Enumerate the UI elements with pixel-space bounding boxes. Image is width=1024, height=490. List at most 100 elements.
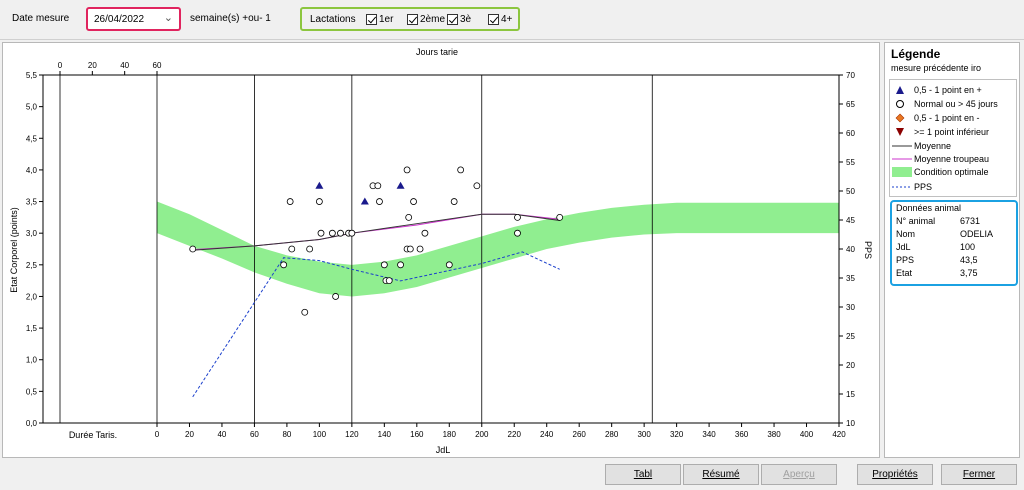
y-tick-label: 2,5 [26, 261, 38, 270]
filter-toolbar: Date mesure 26/04/2022 ⌄ semaine(s) +ou-… [0, 0, 1024, 40]
resume-button[interactable]: Résumé [683, 464, 759, 485]
y-tick-label: 4,0 [26, 166, 38, 175]
normal-point [410, 198, 417, 205]
weeks-label: semaine(s) +ou- 1 [190, 13, 271, 24]
normal-point [348, 229, 356, 237]
legend-subtitle: mesure précédente iro [891, 63, 982, 73]
lactations-label: Lactations [310, 14, 356, 25]
y2-tick-label: 25 [846, 332, 855, 341]
legend-item: 0,5 - 1 point en + [890, 84, 1016, 96]
y-tick-label: 5,5 [26, 71, 38, 80]
top-tick-label: 60 [153, 61, 162, 70]
lactation-2-checkbox[interactable] [407, 14, 418, 25]
x-tick-label: 120 [345, 430, 359, 439]
tabl-button[interactable]: Tabl [605, 464, 681, 485]
y-tick-label: 0,5 [26, 387, 38, 396]
date-label: Date mesure [12, 13, 70, 24]
y2-tick-label: 20 [846, 361, 855, 370]
normal-point [403, 166, 411, 174]
legend-item: Condition optimale [890, 166, 1016, 178]
y2-tick-label: 60 [846, 129, 855, 138]
normal-point [306, 245, 314, 253]
x-tick-label: 360 [735, 430, 749, 439]
x-tick-label: 160 [410, 430, 424, 439]
legend-title: Légende [891, 47, 941, 61]
legend-list: 0,5 - 1 point en + Normal ou > 45 jours … [889, 79, 1017, 197]
normal-point [315, 198, 323, 205]
legend-item: >= 1 point inférieur [890, 126, 1016, 138]
diamond-icon [895, 113, 905, 123]
x-tick-label: 320 [670, 430, 684, 439]
lactation-4-checkbox[interactable] [488, 14, 499, 25]
normal-point [301, 308, 309, 316]
lactation-3-checkbox[interactable] [447, 14, 458, 25]
chevron-down-icon[interactable]: ⌄ [163, 12, 173, 24]
y2-tick-label: 50 [846, 187, 855, 196]
proprietes-button[interactable]: Propriétés [857, 464, 933, 485]
x-tick-label: 380 [767, 430, 781, 439]
animal-data-title: Données animal [896, 203, 962, 213]
x-tick-label: 280 [605, 430, 619, 439]
y-axis-label: Etat Corporel (points) [9, 207, 19, 293]
y-tick-label: 5,0 [26, 103, 38, 112]
body-condition-chart: 0,0 0,5 1,0 1,5 2,0 2,5 3,0 3,5 4,0 4,5 5,0 5,5 10 15… [9, 47, 873, 455]
normal-point [328, 229, 336, 237]
dry-period-label: Durée Taris. [69, 430, 117, 440]
normal-point [450, 198, 458, 205]
circle-icon [896, 100, 904, 108]
x-tick-label: 340 [702, 430, 716, 439]
chart-panel: 0,0 0,5 1,0 1,5 2,0 2,5 3,0 3,5 4,0 4,5 5,0 5,5 10 15… [2, 42, 880, 458]
x-tick-label: 300 [637, 430, 651, 439]
y-tick-label: 2,0 [26, 292, 38, 301]
top-tick-label: 0 [58, 61, 63, 70]
lactation-1-checkbox[interactable] [366, 14, 377, 25]
normal-point [380, 261, 388, 269]
normal-point [397, 261, 404, 269]
dash-blue-icon [892, 186, 912, 188]
y2-tick-label: 30 [846, 303, 855, 312]
y-tick-label: 4,5 [26, 134, 38, 143]
top-tick-label: 20 [88, 61, 97, 70]
date-picker[interactable]: 26/04/2022 ⌄ [86, 7, 181, 31]
apercu-button[interactable]: Aperçu [761, 464, 837, 485]
normal-point [332, 293, 340, 300]
x-tick-label: 80 [282, 430, 291, 439]
normal-point [374, 182, 382, 190]
normal-point [317, 229, 325, 237]
y2-tick-label: 70 [846, 71, 855, 80]
lactation-2-label: 2ème [420, 14, 446, 25]
x-tick-label: 400 [800, 430, 814, 439]
triangle-up-point [315, 181, 324, 189]
x-tick-label: 200 [475, 430, 489, 439]
triangle-up-point [396, 181, 405, 189]
normal-point [286, 198, 294, 205]
x-tick-label: 140 [378, 430, 392, 439]
line-magenta-icon [892, 158, 912, 160]
legend-item: Normal ou > 45 jours [890, 98, 1016, 110]
x-tick-label: 180 [443, 430, 457, 439]
pps-line [192, 251, 560, 398]
y-tick-label: 0,0 [26, 419, 38, 428]
normal-point [421, 229, 429, 237]
top-tick-label: 40 [120, 61, 129, 70]
normal-point [556, 213, 564, 221]
x-axis-label: JdL [436, 445, 451, 455]
normal-point [405, 213, 413, 221]
lactation-3-label: 3è [460, 14, 472, 25]
date-value: 26/04/2022 [94, 14, 145, 25]
normal-point [376, 198, 383, 205]
moyenne-line [192, 213, 560, 251]
triangle-down-icon [896, 128, 904, 136]
x-tick-label: 60 [250, 430, 259, 439]
y2-tick-label: 55 [846, 158, 855, 167]
normal-point [514, 213, 521, 221]
fermer-button[interactable]: Fermer [941, 464, 1017, 485]
triangle-up-icon [896, 86, 904, 94]
y-tick-label: 1,0 [26, 356, 38, 365]
lactation-1-label: 1er [379, 14, 394, 25]
x-tick-label: 100 [313, 430, 327, 439]
y-tick-label: 3,0 [26, 229, 38, 238]
normal-point [280, 261, 288, 269]
legend-item: Moyenne troupeau [890, 153, 1016, 165]
normal-point [416, 245, 424, 253]
